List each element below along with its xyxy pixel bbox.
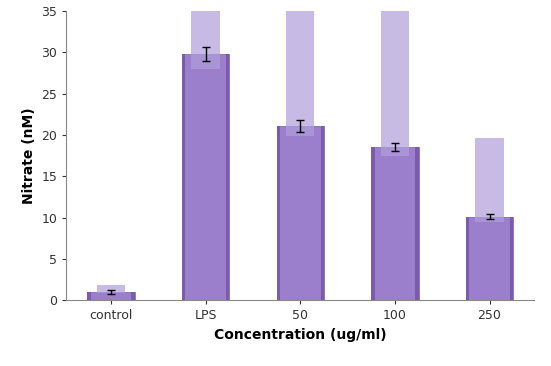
Bar xyxy=(371,147,419,300)
Bar xyxy=(321,126,324,300)
Bar xyxy=(277,126,280,300)
Bar xyxy=(286,0,315,136)
Bar xyxy=(226,54,229,300)
Bar xyxy=(466,217,513,300)
Bar xyxy=(371,147,375,300)
Bar xyxy=(182,54,229,300)
X-axis label: Concentration (ug/ml): Concentration (ug/ml) xyxy=(214,328,387,342)
Bar xyxy=(381,4,409,156)
Bar xyxy=(466,217,469,300)
Bar xyxy=(510,217,513,300)
Bar xyxy=(131,292,134,300)
Bar xyxy=(415,147,419,300)
Bar xyxy=(88,292,134,300)
Bar xyxy=(277,126,324,300)
Bar xyxy=(97,285,125,293)
Bar xyxy=(88,292,91,300)
Bar xyxy=(182,54,185,300)
Bar xyxy=(476,138,504,222)
Y-axis label: Nitrate (nM): Nitrate (nM) xyxy=(21,107,36,204)
Bar xyxy=(192,0,220,69)
